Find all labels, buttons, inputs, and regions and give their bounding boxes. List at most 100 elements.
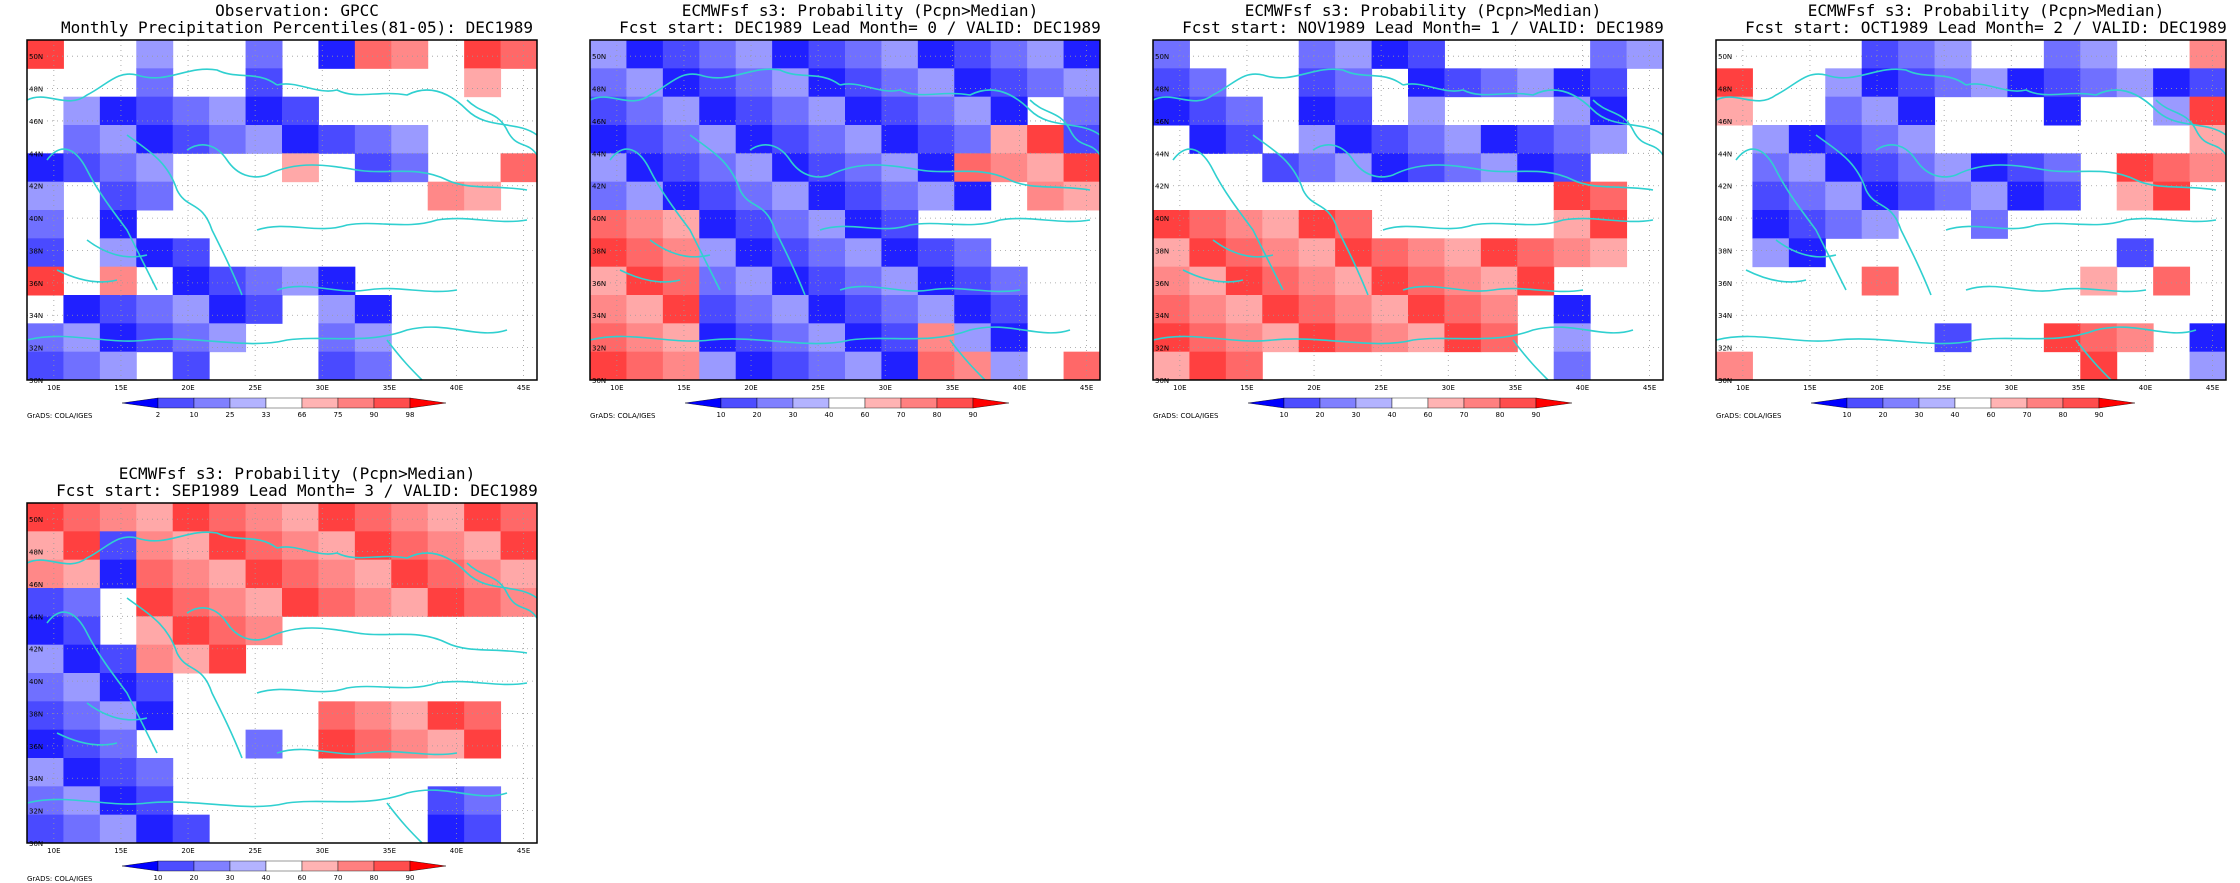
grid-cell xyxy=(2080,68,2118,98)
grid-cell xyxy=(1189,125,1227,154)
colorbar-swatch xyxy=(157,860,195,872)
colorbar-swatch xyxy=(1990,397,2028,409)
grid-cell xyxy=(1262,210,1300,239)
lat-label: 30N xyxy=(1718,377,1732,385)
lon-label: 40E xyxy=(1013,384,1026,392)
grid-cell xyxy=(1716,68,1753,98)
grid-cell xyxy=(63,588,101,617)
grid-cell xyxy=(464,701,502,731)
grid-cell xyxy=(1444,125,1482,154)
grid-cell xyxy=(27,814,64,844)
grid-cell xyxy=(590,181,627,211)
colorbar-swatch xyxy=(1810,397,1848,409)
lon-label: 10E xyxy=(47,384,60,392)
lat-label: 46N xyxy=(29,118,43,126)
lon-label: 35E xyxy=(2072,384,2085,392)
grid-cell xyxy=(136,616,174,646)
grid-cell xyxy=(1553,181,1591,211)
grid-cell xyxy=(172,266,210,296)
grid-cell xyxy=(209,503,247,532)
grid-cell xyxy=(172,616,210,646)
lon-label: 10E xyxy=(47,847,60,855)
grid-cell xyxy=(99,644,137,674)
lon-label: 10E xyxy=(1736,384,1749,392)
lat-label: 34N xyxy=(1718,312,1732,320)
grid-cell xyxy=(772,153,810,183)
grid-cell xyxy=(1225,238,1263,268)
colorbar-label: 30 xyxy=(226,874,235,882)
grid-cell xyxy=(590,266,627,296)
grid-cell xyxy=(990,40,1028,69)
grid-cell xyxy=(1298,125,1336,154)
lat-label: 42N xyxy=(1155,183,1169,191)
grid-cell xyxy=(881,96,919,126)
grid-cell xyxy=(590,153,627,183)
grid-cell xyxy=(99,503,137,532)
grid-cell xyxy=(136,295,174,324)
lat-label: 42N xyxy=(29,646,43,654)
lon-label: 45E xyxy=(517,847,530,855)
grid-cell xyxy=(63,814,101,844)
grid-cell xyxy=(917,96,955,126)
grid-cell xyxy=(136,644,174,674)
lon-label: 15E xyxy=(1240,384,1253,392)
grid-cell xyxy=(1063,68,1101,98)
grid-cell xyxy=(1371,40,1409,69)
lon-label: 40E xyxy=(450,384,463,392)
grid-cell xyxy=(735,68,773,98)
map-frame xyxy=(1152,39,1664,381)
grid-cell xyxy=(1517,68,1555,98)
colorbar-swatch xyxy=(121,397,159,409)
grid-cell xyxy=(699,153,737,183)
grid-cell xyxy=(662,40,700,69)
lat-label: 32N xyxy=(592,345,606,353)
grid-cell xyxy=(590,68,627,98)
grid-cell xyxy=(464,531,502,561)
grid-cell xyxy=(626,40,664,69)
colorbar-swatch xyxy=(936,397,974,409)
grid-cell xyxy=(2080,40,2118,69)
colorbar-label: 90 xyxy=(969,411,978,419)
grid-cell xyxy=(808,125,846,154)
grid-cell xyxy=(1063,96,1101,126)
lat-label: 48N xyxy=(1155,86,1169,94)
colorbar-swatch xyxy=(1535,397,1573,409)
grid-cell xyxy=(1262,295,1300,324)
grid-cell xyxy=(1861,181,1899,211)
grid-cell xyxy=(1934,153,1972,183)
grid-cell xyxy=(1898,68,1936,98)
grid-cell xyxy=(1153,351,1190,381)
panel-title-line1: ECMWFsf s3: Probability (Pcpn>Median) xyxy=(681,1,1039,20)
grid-cell xyxy=(2007,68,2045,98)
grid-cell xyxy=(172,323,210,353)
map-svg: 50N 48N 46N 44N 42N 40N 38N 36N 34N 32N 30N 10E 15E 2… xyxy=(26,39,538,419)
grid-cell xyxy=(172,814,210,844)
lat-label: 42N xyxy=(29,183,43,191)
grid-cell xyxy=(318,351,356,381)
grid-cell xyxy=(27,729,64,759)
colorbar-swatch xyxy=(720,397,758,409)
grid-cell xyxy=(1752,210,1790,239)
grid-cell xyxy=(990,96,1028,126)
lat-label: 38N xyxy=(29,710,43,718)
grid-cell xyxy=(282,531,319,561)
grid-cell xyxy=(318,559,356,589)
colorbar-swatch xyxy=(121,860,159,872)
grid-cell xyxy=(63,295,101,324)
grid-cell xyxy=(1861,153,1899,183)
grid-cell xyxy=(1335,40,1373,69)
lat-label: 50N xyxy=(29,516,43,524)
grid-cell xyxy=(136,814,174,844)
grid-cell xyxy=(1590,40,1628,69)
lat-label: 50N xyxy=(1155,53,1169,61)
coastlines xyxy=(26,68,538,381)
grid-cell xyxy=(1553,210,1591,239)
grid-cell xyxy=(1444,238,1482,268)
lon-label: 15E xyxy=(114,384,127,392)
grid-cell xyxy=(99,814,137,844)
grid-cell xyxy=(662,125,700,154)
grid-cell xyxy=(1371,125,1409,154)
grid-cell xyxy=(735,295,773,324)
grid-cell xyxy=(845,238,882,268)
colorbar-label: 40 xyxy=(825,411,834,419)
